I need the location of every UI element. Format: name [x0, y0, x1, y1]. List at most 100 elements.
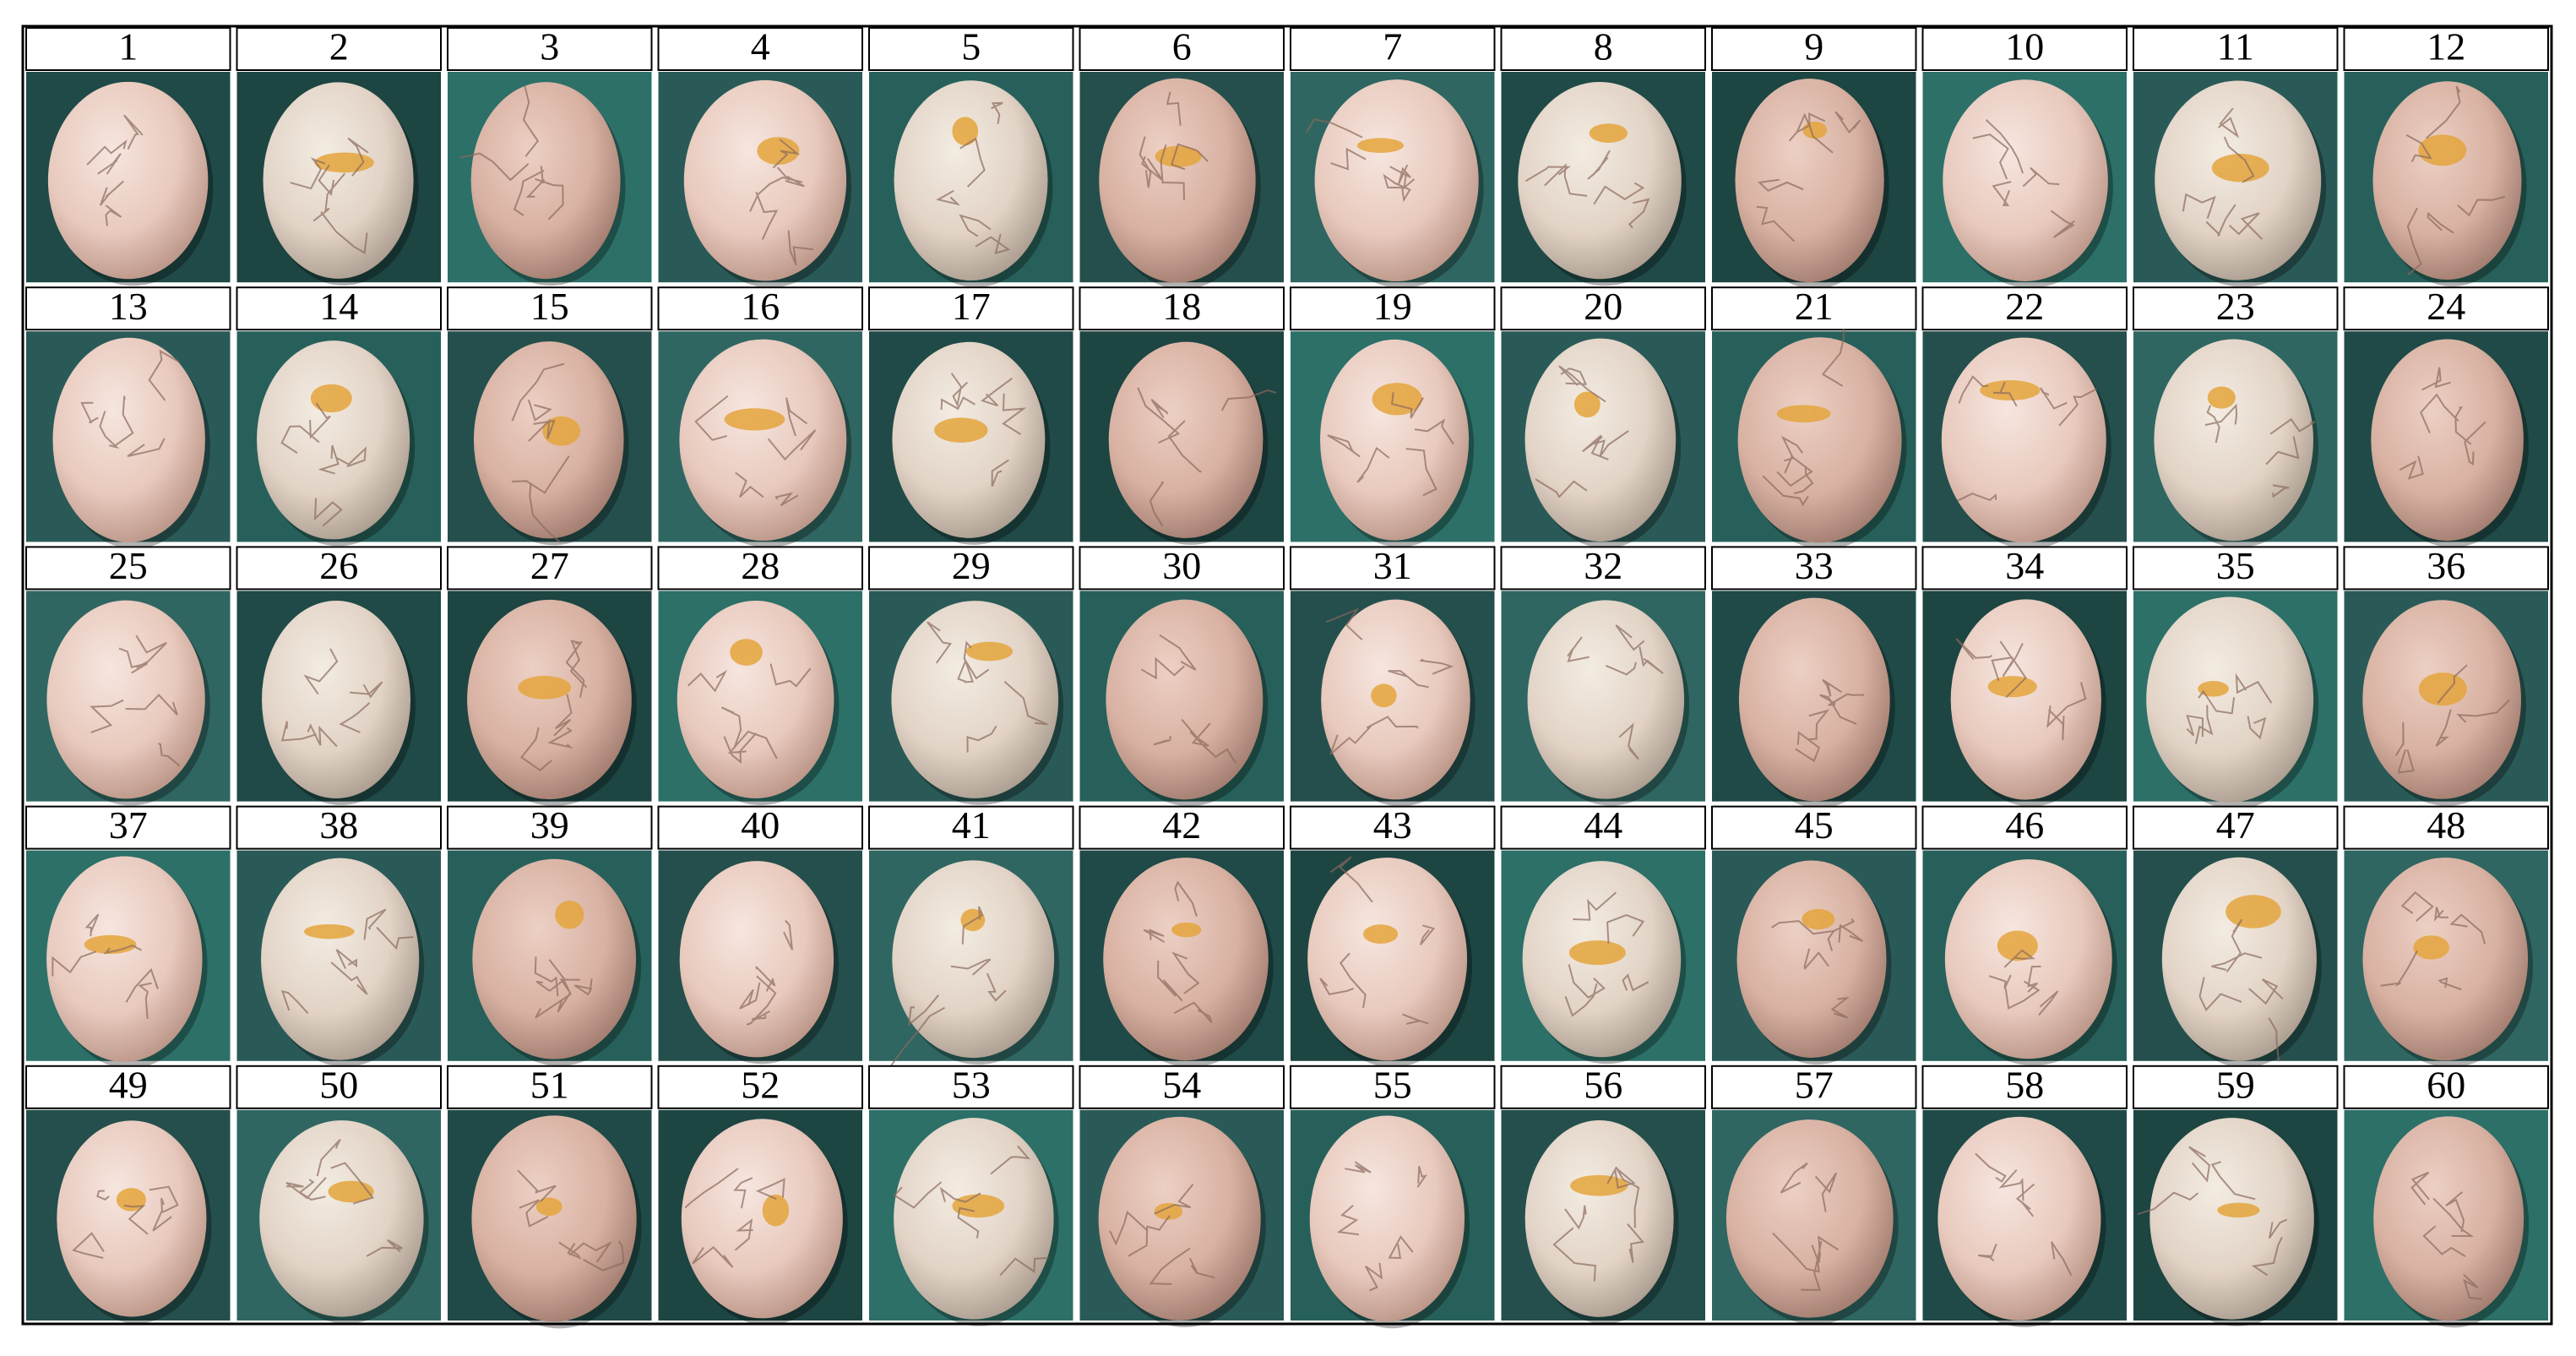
egg-number: 11 [2217, 25, 2254, 68]
label-box [2343, 546, 2549, 591]
label-box [1500, 286, 1706, 331]
label-box [447, 805, 653, 850]
label-box [25, 286, 231, 331]
egg [2154, 339, 2313, 542]
label-box [236, 805, 442, 850]
egg-cell: 7 [1290, 25, 1496, 289]
shell-cracks [280, 648, 383, 748]
egg-cell: 13 [25, 285, 231, 549]
egg [894, 80, 1048, 281]
egg-cell: 8 [1500, 25, 1706, 286]
egg-number: 25 [109, 544, 148, 587]
egg-number: 26 [319, 544, 358, 587]
yolk-spot [2418, 673, 2467, 706]
egg [261, 601, 411, 798]
egg [2146, 596, 2314, 803]
label-box [2133, 27, 2339, 71]
yolk-spot [1980, 380, 2041, 401]
egg-cell: 28 [657, 544, 863, 805]
shell-cracks [2137, 1146, 2288, 1277]
egg-cell: 59 [2133, 1063, 2339, 1326]
egg-cell: 15 [447, 285, 653, 546]
shell-cracks [1567, 624, 1664, 760]
egg-number: 31 [1373, 544, 1412, 587]
yolk-spot [1776, 405, 1831, 423]
egg-number: 51 [530, 1063, 569, 1106]
shell-cracks [80, 349, 180, 457]
label-box [447, 546, 653, 591]
egg-cell: 45 [1711, 803, 1917, 1065]
egg [1725, 1119, 1894, 1318]
label-box [868, 286, 1074, 331]
egg [1099, 78, 1256, 283]
egg-cell: 20 [1500, 285, 1706, 548]
yolk-spot [1155, 145, 1202, 167]
shell-cracks [285, 1138, 403, 1257]
label-box [868, 805, 1074, 850]
egg-number: 44 [1584, 803, 1622, 847]
egg-cell: 53 [868, 1063, 1074, 1326]
egg-cell: 40 [657, 803, 863, 1065]
egg-cell: 31 [1290, 544, 1496, 807]
yolk-spot [1363, 924, 1399, 944]
yolk-spot [542, 416, 581, 446]
label-box [1711, 27, 1917, 71]
egg-cell: 12 [2343, 25, 2549, 286]
shell-cracks [2204, 403, 2316, 498]
shell-cracks [1771, 918, 1863, 1019]
label-box [1500, 27, 1706, 71]
yolk-spot [1154, 1202, 1183, 1220]
yolk-spot [1802, 908, 1835, 930]
egg-number: 49 [109, 1063, 148, 1106]
egg-cell: 3 [447, 25, 653, 286]
egg-cell: 6 [1079, 25, 1285, 290]
label-box [657, 286, 863, 331]
egg-number: 16 [741, 285, 780, 328]
egg-number: 6 [1172, 25, 1192, 68]
label-box [1290, 286, 1496, 331]
egg-number: 53 [952, 1063, 991, 1106]
egg-cell: 19 [1290, 285, 1496, 547]
shell-cracks [2380, 891, 2486, 991]
egg [472, 858, 637, 1059]
egg [894, 1118, 1054, 1320]
egg-cell: 60 [2343, 1063, 2549, 1328]
yolk-spot [535, 1197, 562, 1217]
yolk-spot [1356, 138, 1404, 153]
egg-cell: 18 [1079, 285, 1285, 545]
yolk-spot [2211, 154, 2269, 182]
shell-cracks [1143, 880, 1213, 1023]
egg [683, 79, 847, 281]
egg-cell: 33 [1711, 544, 1917, 809]
egg [1309, 1115, 1465, 1322]
egg-cell: 49 [25, 1063, 231, 1324]
egg-number: 8 [1594, 25, 1613, 68]
egg [892, 860, 1055, 1059]
shell-cracks [1957, 375, 2098, 502]
egg-number: 37 [109, 803, 148, 847]
egg-cell: 36 [2343, 544, 2549, 806]
egg [467, 599, 632, 800]
egg-cell: 35 [2133, 544, 2339, 809]
egg [1314, 79, 1479, 282]
shell-cracks [1975, 1152, 2073, 1277]
egg-number: 18 [1162, 285, 1201, 328]
yolk-spot [2217, 1202, 2260, 1218]
yolk-spot [1589, 123, 1628, 144]
shell-cracks [1552, 1166, 1645, 1282]
egg-number: 36 [2427, 544, 2465, 587]
egg [1518, 81, 1682, 280]
shell-cracks [2394, 664, 2511, 774]
label-box [1079, 286, 1285, 331]
yolk-spot [724, 408, 785, 431]
shell-cracks [1762, 328, 1845, 507]
label-box [25, 546, 231, 591]
egg-number: 17 [952, 285, 991, 328]
shell-cracks [1137, 387, 1277, 527]
egg [1527, 600, 1685, 799]
egg [1735, 79, 1884, 283]
label-box [2343, 805, 2549, 850]
yolk-spot [730, 639, 763, 666]
shell-cracks [2399, 367, 2486, 480]
yolk-spot [2207, 386, 2236, 409]
